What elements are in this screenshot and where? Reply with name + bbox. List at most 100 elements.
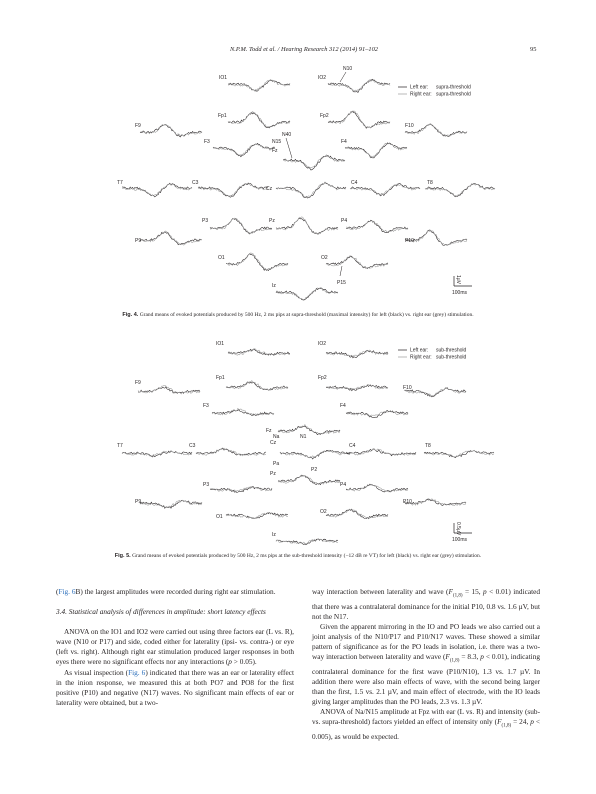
fig4-electrode-cz: Cz bbox=[266, 186, 273, 192]
fig4-electrode-p9: P9 bbox=[135, 238, 141, 244]
running-header: N.P.M. Todd et al. / Hearing Research 31… bbox=[230, 46, 378, 53]
fig5-electrode-f3: F3 bbox=[203, 403, 209, 409]
fig4-fp2-trace bbox=[327, 110, 391, 129]
fig5-cz-trace bbox=[279, 449, 351, 460]
fig4-electrode-p4: P4 bbox=[341, 218, 347, 224]
fig5-electrode-t7: T7 bbox=[117, 443, 123, 449]
figure-4-label: Fig. 4. bbox=[122, 312, 139, 318]
fig4-component-n15: N15 bbox=[272, 139, 281, 145]
figure-4-plot: IO1 IO2 Fp1 Fp2 F9 F3 Fz F4 F10 T7 C3 Cz C4 T8 P3 Pz P4 P… bbox=[117, 66, 496, 301]
fig4-electrode-fz: Fz bbox=[272, 148, 278, 154]
legend-right-condition: sub-threshold bbox=[436, 355, 467, 361]
figure-5-caption-text: Grand means of evoked potentials produce… bbox=[130, 553, 482, 559]
left-paragraph-1: (Fig. 6B) the largest amplitudes were re… bbox=[56, 587, 276, 596]
legend-right-label: Right ear: bbox=[410, 92, 432, 98]
fig5-electrode-fz: Fz bbox=[266, 428, 272, 434]
fig4-f9-trace bbox=[139, 123, 203, 138]
fig5-electrode-p9: P9 bbox=[135, 499, 141, 505]
section-heading: 3.4. Statistical analysis of differences… bbox=[56, 607, 266, 617]
fig4-electrode-f10: F10 bbox=[405, 123, 414, 129]
fig4-o2-trace bbox=[325, 255, 389, 269]
figure-4-caption: Fig. 4. Grand means of evoked potentials… bbox=[56, 312, 540, 319]
fig5-electrode-p10: P10 bbox=[403, 499, 412, 505]
fig4-component-n10: N10 bbox=[343, 66, 352, 72]
left-paragraph-3: As visual inspection (Fig. 6) indicated … bbox=[56, 667, 294, 707]
fig5-component-pa: Pa bbox=[273, 461, 279, 467]
fig4-f4-trace bbox=[344, 142, 408, 159]
fig5-p3-trace bbox=[209, 486, 273, 493]
fig5-electrode-cz: Cz bbox=[270, 440, 277, 446]
scale-amplitude-label: 1µV bbox=[455, 275, 461, 285]
figure-4: IO1 IO2 Fp1 Fp2 F9 F3 Fz F4 F10 T7 C3 Cz C4 T8 P3 Pz P4 P… bbox=[0, 60, 596, 305]
fig5-electrode-t8: T8 bbox=[425, 443, 431, 449]
fig5-t8-trace bbox=[423, 449, 495, 459]
fig4-electrode-t8: T8 bbox=[427, 180, 433, 186]
fig4-electrode-f4: F4 bbox=[341, 139, 347, 145]
fig5-electrode-io2: IO2 bbox=[318, 341, 326, 347]
legend-left-condition: supra-threshold bbox=[436, 85, 471, 91]
figure-4-caption-text: Grand means of evoked potentials produce… bbox=[138, 312, 474, 318]
fig5-pz-trace bbox=[277, 474, 341, 486]
fig5-p9-trace bbox=[139, 499, 203, 509]
fig5-component-na: Na bbox=[273, 434, 280, 440]
figure-5-caption: Fig. 5. Grand means of evoked potentials… bbox=[56, 553, 540, 560]
fig4-c3-trace bbox=[197, 182, 269, 198]
right-paragraph-1: way interaction between laterality and w… bbox=[312, 587, 540, 621]
fig4-f10-trace bbox=[404, 123, 468, 137]
legend-right-label: Right ear: bbox=[410, 355, 432, 361]
right-paragraph-3: ANOVA of Na/N15 amplitude at Fpz with ea… bbox=[312, 706, 540, 741]
fig4-n40-pointer bbox=[285, 137, 293, 159]
fig5-t7-trace bbox=[121, 450, 193, 458]
fig5-o2-trace bbox=[325, 508, 389, 520]
fig5-electrode-c3: C3 bbox=[189, 443, 196, 449]
page-number: 95 bbox=[530, 46, 537, 53]
fig4-p10-trace bbox=[404, 228, 468, 246]
fig4-component-n40: N40 bbox=[282, 132, 291, 138]
fig5-electrode-o1: O1 bbox=[216, 514, 223, 520]
fig4-f3-trace bbox=[212, 143, 276, 158]
legend-left-label: Left ear: bbox=[410, 85, 428, 91]
fig5-f10-trace bbox=[403, 387, 467, 398]
fig4-p15-pointer bbox=[339, 265, 343, 277]
fig4-electrode-fp1: Fp1 bbox=[218, 113, 227, 119]
fig4-o1-trace bbox=[225, 252, 289, 272]
fig5-electrode-p4: P4 bbox=[340, 482, 346, 488]
fig4-electrode-fp2: Fp2 bbox=[320, 113, 329, 119]
fig4-c4-trace bbox=[349, 183, 421, 197]
fig5-io1-trace bbox=[227, 348, 291, 356]
figure-5-label: Fig. 5. bbox=[114, 553, 131, 559]
fig5-electrode-p3: P3 bbox=[203, 482, 209, 488]
fig5-c4-trace bbox=[345, 448, 417, 457]
fig5-component-n1: N1 bbox=[300, 434, 307, 440]
fig4-electrode-o1: O1 bbox=[218, 255, 225, 261]
fig4-p4-trace bbox=[345, 219, 409, 233]
fig5-legend: Left ear: sub-threshold Right ear: sub-thre… bbox=[398, 348, 467, 361]
fig5-electrode-f4: F4 bbox=[340, 403, 346, 409]
fig4-p9-trace bbox=[139, 230, 203, 246]
scale-amplitude-label: 0.5µV bbox=[455, 522, 461, 536]
figure-5: IO1 IO2 Fp1 Fp2 F9 F10 F3 F4 Fz T7 C3 Cz C4 T8 Pz P3 P4 P… bbox=[0, 335, 596, 550]
legend-left-condition: sub-threshold bbox=[436, 348, 467, 354]
fig4-cz-trace bbox=[275, 181, 347, 199]
fig5-o1-trace bbox=[225, 512, 289, 520]
fig4-p3-trace bbox=[209, 217, 273, 235]
fig4-electrode-p10: P10 bbox=[405, 238, 414, 244]
fig4-t7-trace bbox=[121, 182, 193, 198]
fig4-t8-trace bbox=[424, 182, 496, 198]
fig4-legend: Left ear: supra-threshold Right ear: supra-… bbox=[398, 85, 471, 98]
fig5-electrode-fp2: Fp2 bbox=[318, 375, 327, 381]
fig4-electrode-c3: C3 bbox=[192, 180, 199, 186]
legend-right-condition: supra-threshold bbox=[436, 92, 471, 98]
fig5-electrode-io1: IO1 bbox=[216, 341, 224, 347]
fig4-electrode-pz: Pz bbox=[269, 218, 275, 224]
fig5-electrode-fp1: Fp1 bbox=[216, 375, 225, 381]
fig5-c3-trace bbox=[195, 447, 267, 457]
fig4-fp1-trace bbox=[227, 111, 291, 129]
fig4-io1-trace bbox=[227, 79, 291, 92]
fig4-electrode-o2: O2 bbox=[321, 255, 328, 261]
fig4-electrode-iz: Iz bbox=[272, 283, 276, 289]
fig5-electrode-f9: F9 bbox=[135, 380, 141, 386]
right-column: way interaction between laterality and w… bbox=[312, 587, 540, 742]
fig5-p4-trace bbox=[345, 483, 409, 493]
